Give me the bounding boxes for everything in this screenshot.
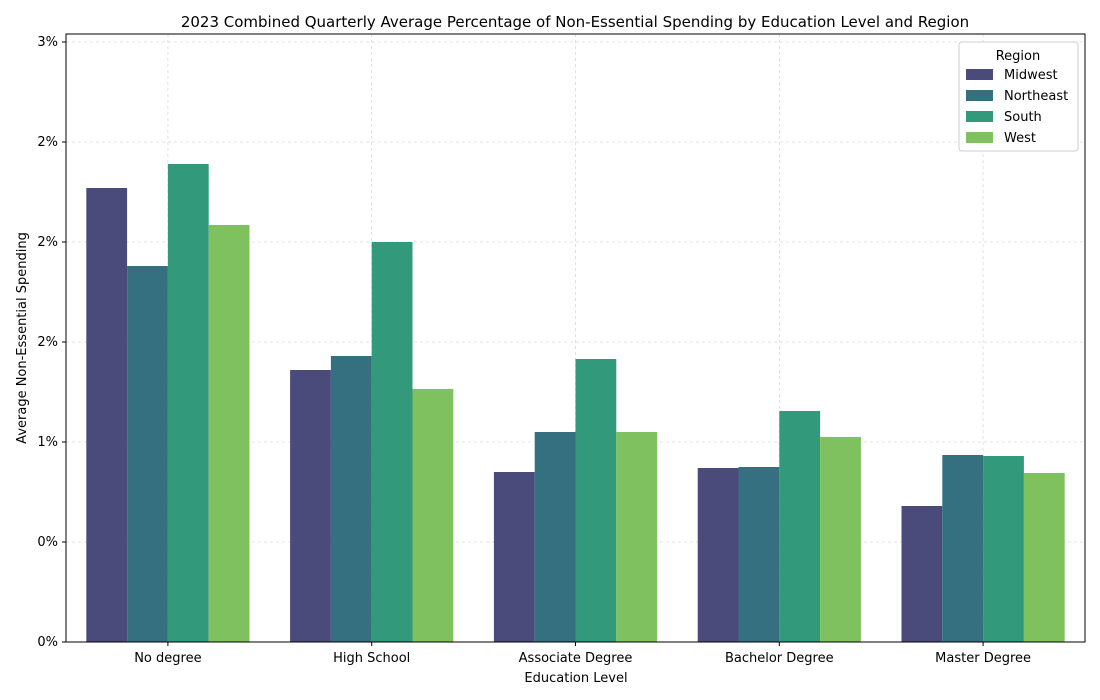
bar-south-2	[575, 359, 617, 642]
legend-label-west: West	[1004, 131, 1036, 146]
bar-south-3	[779, 411, 821, 642]
y-tick-label: 0%	[37, 635, 58, 650]
y-tick-label: 3%	[37, 35, 58, 50]
legend-label-midwest: Midwest	[1004, 68, 1058, 83]
legend-swatch-midwest	[966, 69, 993, 80]
bar-northeast-3	[738, 467, 780, 642]
x-tick-label: Associate Degree	[519, 651, 633, 666]
y-tick-label: 2%	[37, 235, 58, 250]
bar-northeast-0	[127, 266, 168, 642]
bar-west-0	[208, 225, 250, 642]
y-tick-label: 2%	[37, 135, 58, 150]
x-tick-label: High School	[333, 651, 410, 666]
x-axis-label: Education Level	[524, 671, 627, 686]
bar-south-0	[167, 164, 209, 642]
bar-northeast-2	[534, 432, 576, 642]
legend-label-south: South	[1004, 110, 1042, 125]
bar-midwest-0	[86, 188, 128, 642]
bar-south-4	[983, 456, 1024, 642]
ticks: 0% 0% 1% 2% 2% 2% 3% No degree High School Associ…	[37, 35, 1031, 666]
bar-midwest-4	[901, 506, 943, 642]
bar-west-1	[412, 389, 454, 642]
legend-label-northeast: Northeast	[1004, 89, 1068, 104]
legend-swatch-northeast	[966, 90, 993, 101]
legend-swatch-south	[966, 111, 993, 122]
legend: Region Midwest Northeast South West	[958, 41, 1079, 152]
y-axis-label: Average Non-Essential Spending	[15, 232, 30, 444]
x-tick-label: No degree	[134, 651, 201, 666]
bar-west-3	[820, 437, 861, 642]
legend-swatch-west	[966, 132, 993, 143]
bar-northeast-1	[330, 356, 372, 642]
y-tick-label: 0%	[37, 535, 58, 550]
bars	[86, 164, 1065, 642]
x-tick-label: Bachelor Degree	[725, 651, 834, 666]
chart-title: 2023 Combined Quarterly Average Percenta…	[181, 13, 969, 31]
legend-title: Region	[996, 49, 1041, 64]
y-tick-label: 1%	[37, 435, 58, 450]
x-tick-label: Master Degree	[935, 651, 1031, 666]
bar-midwest-3	[697, 468, 739, 642]
bar-midwest-2	[493, 472, 535, 642]
bar-west-4	[1023, 473, 1065, 642]
bar-northeast-4	[942, 455, 984, 642]
bar-midwest-1	[290, 370, 331, 642]
bar-south-1	[371, 242, 413, 642]
bar-west-2	[616, 432, 658, 642]
y-tick-label: 2%	[37, 335, 58, 350]
